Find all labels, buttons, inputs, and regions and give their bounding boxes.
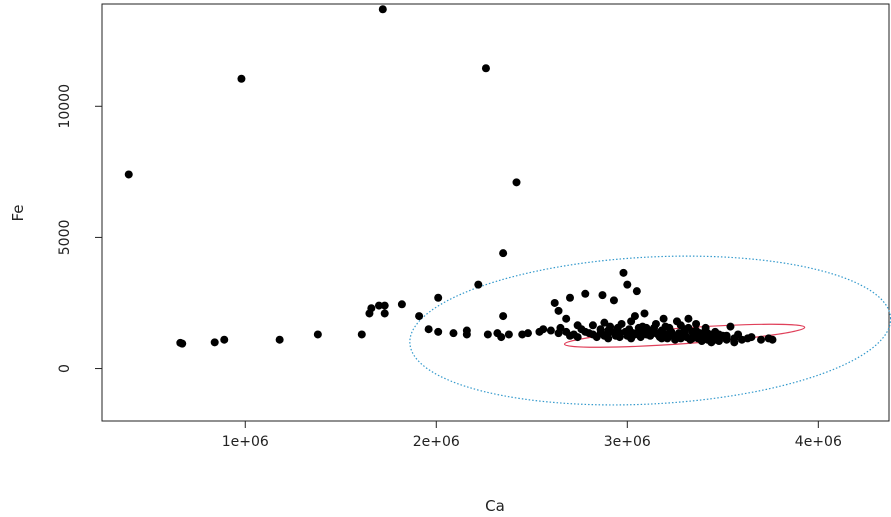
data-point [474, 280, 483, 289]
data-point [367, 304, 376, 313]
data-points [124, 5, 777, 348]
data-point [550, 298, 559, 307]
data-point [462, 326, 471, 335]
data-point [672, 331, 681, 340]
data-point [210, 338, 219, 347]
data-point [623, 327, 632, 336]
data-point [604, 334, 613, 343]
data-point [397, 300, 406, 309]
y-tick-label: 5000 [57, 220, 73, 256]
data-point [692, 326, 701, 335]
data-point [630, 312, 639, 321]
data-point [523, 329, 532, 338]
data-point [499, 249, 508, 258]
data-point [554, 329, 563, 338]
x-tick-label: 1e+06 [222, 434, 269, 450]
plot-frame [101, 3, 890, 422]
y-axis-label: Fe [9, 204, 27, 221]
data-point [581, 327, 590, 336]
x-axis-label: Ca [485, 497, 505, 515]
data-point [483, 330, 492, 339]
data-point [699, 329, 708, 338]
data-point [684, 314, 693, 323]
y-tick-label: 10000 [57, 84, 73, 129]
x-axis: 1e+06 2e+06 3e+06 4e+06 [222, 420, 842, 450]
data-point [613, 330, 622, 339]
data-point [627, 334, 636, 343]
y-tick-label: 0 [57, 364, 73, 373]
data-point [730, 338, 739, 347]
data-point [573, 333, 582, 342]
data-point [499, 312, 508, 321]
data-point [481, 64, 490, 73]
data-point [415, 312, 424, 321]
data-point [623, 280, 632, 289]
data-point [581, 289, 590, 298]
data-point [634, 323, 643, 332]
data-point [588, 330, 597, 339]
data-point [449, 329, 458, 338]
data-point [757, 335, 766, 344]
data-point [692, 319, 701, 328]
data-point [609, 296, 618, 305]
data-point [512, 178, 521, 187]
data-point [504, 330, 513, 339]
x-tick-label: 2e+06 [413, 434, 460, 450]
data-point [124, 170, 133, 179]
data-point [539, 325, 548, 334]
data-point [632, 287, 641, 296]
data-point [651, 319, 660, 328]
data-point [722, 331, 731, 340]
data-point [619, 268, 628, 277]
data-point [573, 321, 582, 330]
data-point [657, 334, 666, 343]
data-point [768, 335, 777, 344]
x-tick-label: 3e+06 [604, 434, 651, 450]
data-point [220, 335, 229, 344]
data-point [562, 327, 571, 336]
data-point [374, 301, 383, 310]
data-point [237, 74, 246, 83]
data-point [562, 314, 571, 323]
data-point [588, 321, 597, 330]
data-point [598, 291, 607, 300]
data-point [726, 322, 735, 331]
data-point [554, 306, 563, 315]
data-point [659, 314, 668, 323]
y-axis: 0 5000 10000 [57, 84, 103, 373]
data-point [378, 5, 387, 14]
data-point [313, 330, 322, 339]
data-point [434, 327, 443, 336]
data-point [640, 309, 649, 318]
data-point [711, 335, 720, 344]
data-point [546, 326, 555, 335]
data-point [600, 318, 609, 327]
data-point [676, 321, 685, 330]
data-point [357, 330, 366, 339]
data-point [565, 293, 574, 302]
data-point [434, 293, 443, 302]
x-tick-label: 4e+06 [795, 434, 842, 450]
data-point [380, 301, 389, 310]
data-point [275, 335, 284, 344]
data-point [617, 319, 626, 328]
data-point [380, 309, 389, 318]
data-point [497, 333, 506, 342]
data-point [178, 339, 187, 348]
data-point [747, 333, 756, 342]
data-point [688, 334, 697, 343]
data-point [424, 325, 433, 334]
data-point [642, 323, 651, 332]
data-point [661, 322, 670, 331]
data-point [684, 323, 693, 332]
